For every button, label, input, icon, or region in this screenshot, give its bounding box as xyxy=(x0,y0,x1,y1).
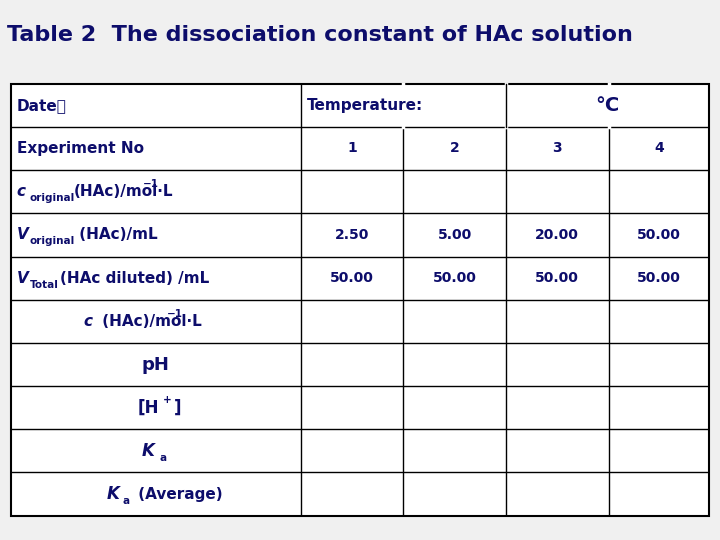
Text: 20.00: 20.00 xyxy=(536,228,579,242)
Text: Table 2  The dissociation constant of HAc solution: Table 2 The dissociation constant of HAc… xyxy=(7,25,633,45)
Text: original: original xyxy=(30,237,75,246)
Text: (HAc diluted) /mL: (HAc diluted) /mL xyxy=(60,271,209,286)
Text: 50.00: 50.00 xyxy=(637,228,681,242)
Text: V: V xyxy=(17,271,28,286)
Text: Experiment No: Experiment No xyxy=(17,141,143,156)
Text: 3: 3 xyxy=(552,141,562,156)
Text: [H: [H xyxy=(138,399,159,417)
Text: ]: ] xyxy=(174,399,181,417)
Text: 50.00: 50.00 xyxy=(433,271,477,285)
Text: pH: pH xyxy=(142,355,170,374)
Text: 1: 1 xyxy=(347,141,357,156)
Text: Temperature:: Temperature: xyxy=(307,98,423,113)
Text: 50.00: 50.00 xyxy=(536,271,579,285)
Text: V: V xyxy=(17,227,28,242)
Text: 2: 2 xyxy=(450,141,459,156)
Text: Date：: Date： xyxy=(17,98,66,113)
Text: +: + xyxy=(163,395,171,405)
Text: 4: 4 xyxy=(654,141,664,156)
Text: (HAc)/mL: (HAc)/mL xyxy=(74,227,158,242)
Text: (HAc)/mol·L: (HAc)/mol·L xyxy=(96,314,202,329)
Bar xyxy=(11,84,709,516)
Text: original: original xyxy=(30,193,75,203)
Text: K: K xyxy=(141,442,154,460)
Text: a: a xyxy=(159,453,166,463)
Text: 50.00: 50.00 xyxy=(637,271,681,285)
Text: (Average): (Average) xyxy=(133,487,222,502)
Text: a: a xyxy=(123,496,130,506)
Bar xyxy=(11,84,709,516)
Text: 2.50: 2.50 xyxy=(335,228,369,242)
Text: −1: −1 xyxy=(166,309,182,319)
Text: c: c xyxy=(84,314,93,329)
Text: 50.00: 50.00 xyxy=(330,271,374,285)
Text: −1: −1 xyxy=(143,179,158,189)
Text: Total: Total xyxy=(30,280,58,289)
Text: (HAc)/mol·L: (HAc)/mol·L xyxy=(74,184,174,199)
Text: °C: °C xyxy=(595,96,620,115)
Text: c: c xyxy=(17,184,26,199)
Text: K: K xyxy=(107,485,120,503)
Text: 5.00: 5.00 xyxy=(438,228,472,242)
